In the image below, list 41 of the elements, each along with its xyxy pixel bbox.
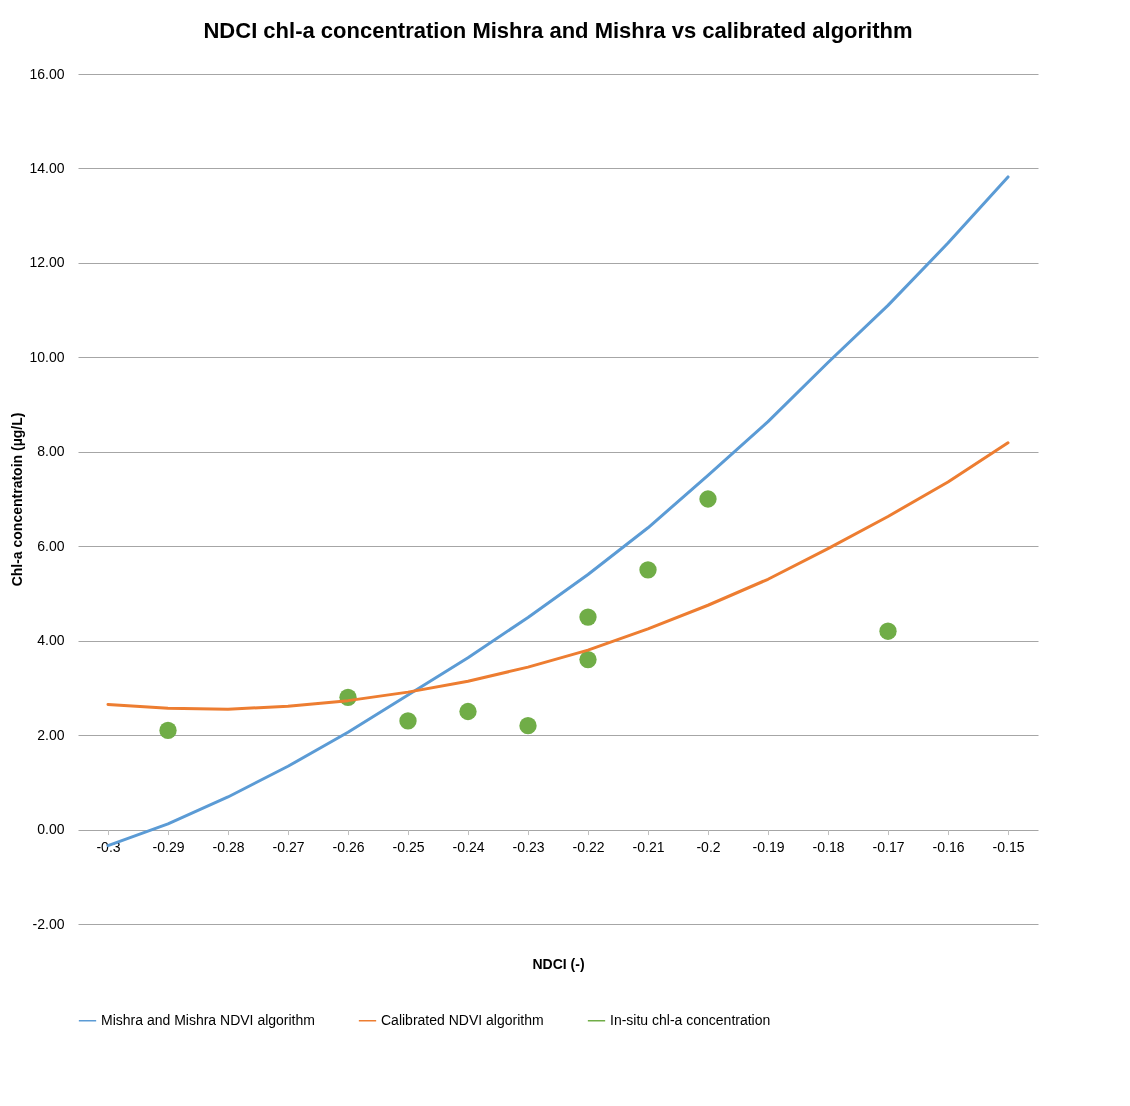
x-tick-label: -0.26 [332,839,365,856]
x-tick-label: -0.15 [992,839,1025,856]
x-tick-label: -0.19 [752,839,785,856]
x-tick-label: -0.17 [872,839,905,856]
x-tick-label: -0.18 [812,839,845,856]
line-series [106,441,1010,711]
y-tick-label: 14.00 [29,159,65,176]
chart-title: NDCI chl-a concentration Mishra and Mishra vs calibrated algorithm [203,18,913,43]
y-axis-title: Chl-a concentratoin (µg/L) [9,412,26,587]
x-tick-label: -0.29 [152,839,185,856]
x-tick-label: -0.24 [452,839,485,856]
y-tick-label: 4.00 [37,632,65,649]
y-tick-label: 2.00 [37,726,65,743]
point [579,608,597,626]
point [579,650,597,669]
point [639,561,657,579]
x-tick-label: -0.21 [632,839,665,856]
point [879,622,897,640]
x-axis-title: NDCI (-) [532,955,585,972]
point [519,717,537,735]
legend-label: Mishra and Mishra NDVI algorithm [101,1011,315,1028]
y-tick-label: 6.00 [37,537,65,554]
legend-label: Calibrated NDVI algorithm [381,1011,544,1028]
x-tick-label: -0.16 [932,839,965,856]
y-tick-label: 10.00 [29,348,65,365]
x-tick-label: -0.28 [212,839,245,856]
x-tick-label: -0.25 [392,839,425,856]
y-tick-label: 8.00 [37,443,65,460]
y-tick-label: 12.00 [29,254,65,271]
y-tick-label: -2.00 [32,915,65,932]
x-tick-label: -0.23 [512,839,545,856]
y-tick-label: 16.00 [29,65,65,82]
point [159,721,177,740]
point [459,702,477,721]
x-tick-label: -0.27 [272,839,305,856]
point [699,490,717,508]
x-tick-label: -0.2 [696,839,721,856]
y-tick-label: 0.00 [37,821,65,838]
point [399,712,417,730]
x-tick-label: -0.22 [572,839,605,856]
legend-label: In-situ chl-a concentration [610,1011,771,1028]
